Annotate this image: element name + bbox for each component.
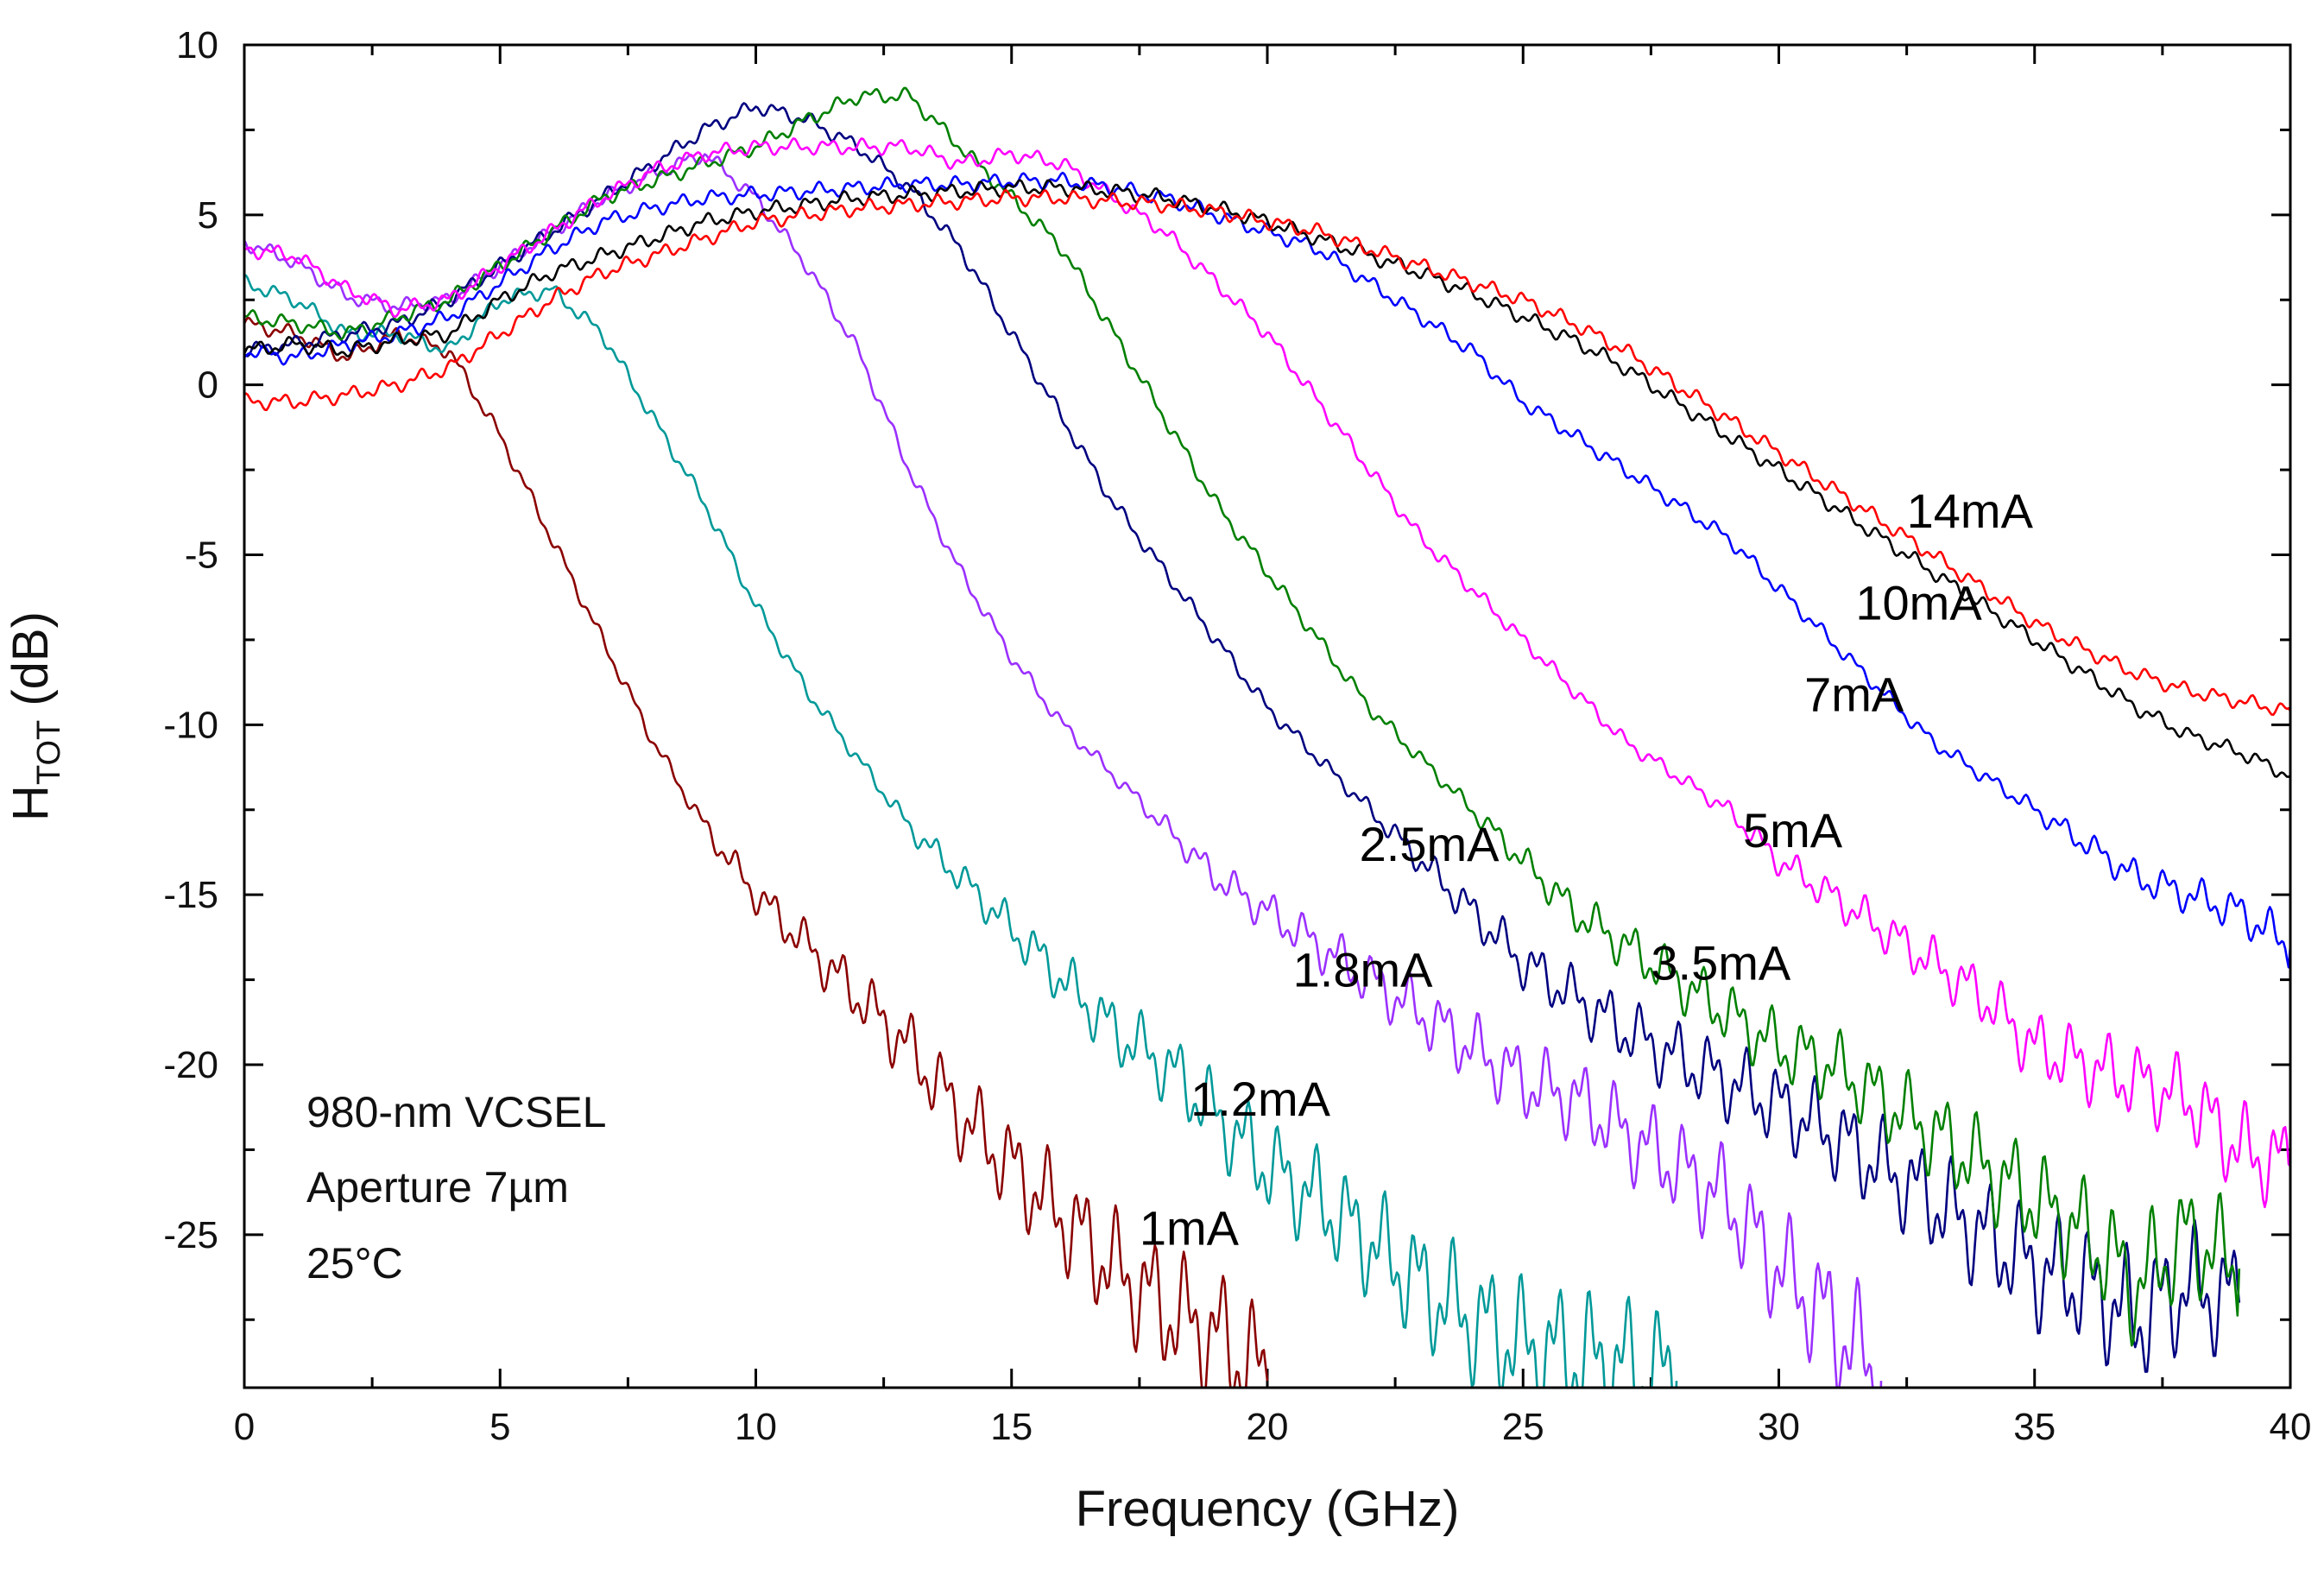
x-tick-label: 40 bbox=[2270, 1406, 2312, 1448]
y-tick-label: 10 bbox=[176, 24, 218, 66]
annotation-aperture: Aperture 7µm bbox=[306, 1163, 569, 1212]
series-label-7mA: 7mA bbox=[1804, 667, 1904, 722]
x-tick-label: 35 bbox=[2013, 1406, 2056, 1448]
x-tick-label: 30 bbox=[1758, 1406, 1800, 1448]
x-tick-label: 20 bbox=[1247, 1406, 1289, 1448]
device-annotation: 980-nm VCSEL Aperture 7µm 25°C bbox=[306, 1088, 606, 1287]
x-axis-title: Frequency (GHz) bbox=[1076, 1481, 1460, 1537]
x-tick-label: 5 bbox=[489, 1406, 510, 1448]
series-label-5mA: 5mA bbox=[1743, 803, 1843, 857]
annotation-temperature: 25°C bbox=[306, 1239, 403, 1287]
y-axis-title: HTOT (dB) bbox=[3, 611, 67, 821]
x-tick-label: 10 bbox=[735, 1406, 777, 1448]
y-axis-title-sub: TOT bbox=[31, 720, 67, 785]
y-tick-label: 5 bbox=[198, 194, 218, 237]
series-label-10mA: 10mA bbox=[1855, 575, 1982, 629]
series-line-7mA bbox=[244, 171, 2290, 969]
y-tick-label: -10 bbox=[163, 704, 218, 746]
series-labels: 1mA 1.2mA 1.8mA 2.5mA 3.5mA 5mA 7mA 10mA 14mA bbox=[1140, 484, 2034, 1256]
series-label-3-5mA: 3.5mA bbox=[1651, 936, 1790, 990]
x-tick-label: 25 bbox=[1502, 1406, 1544, 1448]
x-tick-label: 15 bbox=[990, 1406, 1033, 1448]
y-axis-title-main: H bbox=[3, 785, 59, 821]
tick-labels: 0 5 10 15 20 25 30 35 40 -25 -20 -15 -10 -5 0 5 10 bbox=[163, 24, 2311, 1448]
axis-ticks bbox=[243, 43, 2292, 1388]
y-tick-label: -20 bbox=[163, 1044, 218, 1086]
series-label-14mA: 14mA bbox=[1907, 484, 2034, 538]
y-tick-label: -25 bbox=[163, 1214, 218, 1256]
series-label-1-8mA: 1.8mA bbox=[1293, 942, 1433, 996]
y-tick-label: -5 bbox=[185, 535, 218, 577]
plot-frame bbox=[243, 43, 2292, 1389]
series-line-5mA bbox=[244, 137, 2290, 1209]
series-label-1mA: 1mA bbox=[1140, 1201, 1240, 1256]
series-label-2-5mA: 2.5mA bbox=[1360, 817, 1500, 871]
series-line-14mA bbox=[244, 189, 2290, 716]
series-lines bbox=[244, 86, 2290, 1388]
series-line-1-8mA bbox=[244, 153, 1883, 1388]
series-line-3-5mA bbox=[244, 86, 2241, 1347]
y-axis-title-unit: (dB) bbox=[3, 611, 59, 720]
x-tick-label: 0 bbox=[234, 1406, 255, 1448]
series-label-1-2mA: 1.2mA bbox=[1190, 1072, 1330, 1126]
y-tick-label: -15 bbox=[163, 874, 218, 916]
series-line-10mA bbox=[244, 179, 2290, 778]
series-line-1-2mA bbox=[244, 274, 1678, 1388]
y-tick-label: 0 bbox=[198, 364, 218, 407]
annotation-device: 980-nm VCSEL bbox=[306, 1088, 606, 1136]
